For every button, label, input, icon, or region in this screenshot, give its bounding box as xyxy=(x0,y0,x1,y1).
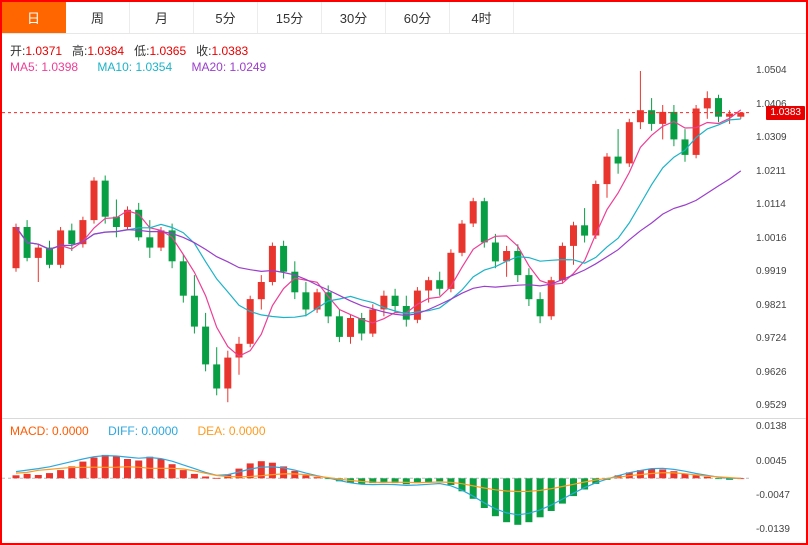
ma-readout: MA5: 1.0398 MA10: 1.0354 MA20: 1.0249 xyxy=(10,60,282,74)
price-axis-label: 1.0016 xyxy=(756,233,787,244)
macd-axis-label: -0.0139 xyxy=(756,524,790,535)
ma10-readout: MA10: 1.0354 xyxy=(97,60,172,74)
diff-value-readout: DIFF: 0.0000 xyxy=(108,424,178,438)
tab-5min[interactable]: 5分 xyxy=(194,2,258,33)
macd-axis-label: 0.0045 xyxy=(756,456,787,467)
timeframe-tabbar: 日 周 月 5分 15分 30分 60分 4时 xyxy=(2,2,806,34)
price-axis-label: 1.0406 xyxy=(756,99,787,110)
tab-4hour[interactable]: 4时 xyxy=(450,2,514,33)
ohlc-readout: 开:1.0371 高:1.0384 低:1.0365 收:1.0383 xyxy=(10,42,258,59)
ma10-value: 1.0354 xyxy=(135,60,173,74)
price-axis-label: 0.9724 xyxy=(756,333,787,344)
high-label: 高: xyxy=(72,44,88,58)
ma10-line xyxy=(15,118,741,319)
dea-line xyxy=(15,466,741,493)
tab-month[interactable]: 月 xyxy=(130,2,194,33)
open-value: 1.0371 xyxy=(25,44,63,58)
macd-value: 0.0000 xyxy=(52,424,89,438)
tab-30min[interactable]: 30分 xyxy=(322,2,386,33)
tab-week[interactable]: 周 xyxy=(66,2,130,33)
macd-axis: 0.0138 0.0045 -0.0047 -0.0139 xyxy=(752,419,806,543)
ma20-label: MA20: xyxy=(191,60,227,74)
diff-label: DIFF: xyxy=(108,424,139,438)
price-axis-label: 0.9626 xyxy=(756,367,787,378)
price-axis-label: 1.0114 xyxy=(756,199,786,210)
current-price-tag: 1.0383 xyxy=(766,106,805,120)
candlestick-chart-canvas[interactable] xyxy=(2,34,752,419)
candle-series xyxy=(12,71,745,403)
ma10-label: MA10: xyxy=(97,60,133,74)
low-value: 1.0365 xyxy=(149,44,187,58)
price-axis-label: 1.0211 xyxy=(756,166,786,177)
price-axis-label: 0.9529 xyxy=(756,400,787,411)
ma5-line xyxy=(15,109,742,357)
ma20-value: 1.0249 xyxy=(229,60,267,74)
price-axis: 1.0504 1.0406 1.0309 1.0211 1.0114 1.0016 0.99… xyxy=(752,34,806,418)
dea-value: 0.0000 xyxy=(228,424,266,438)
low-label: 低: xyxy=(134,44,150,58)
ma20-line xyxy=(15,170,742,317)
macd-panel: MACD: 0.0000 DIFF: 0.0000 DEA: 0.0000 0.… xyxy=(2,419,806,543)
diff-value: 0.0000 xyxy=(141,424,179,438)
diff-line xyxy=(15,454,741,516)
price-axis-label: 0.9919 xyxy=(756,266,787,277)
macd-chart-canvas[interactable] xyxy=(2,419,752,543)
tab-day[interactable]: 日 xyxy=(2,2,66,33)
ma5-label: MA5: xyxy=(10,60,39,74)
tab-60min[interactable]: 60分 xyxy=(386,2,450,33)
macd-axis-label: 0.0138 xyxy=(756,421,787,432)
open-label: 开: xyxy=(10,44,26,58)
price-axis-label: 0.9821 xyxy=(756,300,787,311)
high-value: 1.0384 xyxy=(87,44,125,58)
ma5-readout: MA5: 1.0398 xyxy=(10,60,78,74)
macd-label: MACD: xyxy=(10,424,49,438)
ma5-value: 1.0398 xyxy=(41,60,79,74)
ma20-readout: MA20: 1.0249 xyxy=(191,60,266,74)
macd-axis-label: -0.0047 xyxy=(756,490,790,501)
macd-value-readout: MACD: 0.0000 xyxy=(10,424,89,438)
dea-label: DEA: xyxy=(197,424,226,438)
tabbar-spacer xyxy=(514,2,806,33)
close-value: 1.0383 xyxy=(211,44,249,58)
macd-readout: MACD: 0.0000 DIFF: 0.0000 DEA: 0.0000 xyxy=(10,424,282,438)
dea-value-readout: DEA: 0.0000 xyxy=(197,424,265,438)
tab-15min[interactable]: 15分 xyxy=(258,2,322,33)
macd-histogram xyxy=(12,454,745,525)
main-chart-panel: 开:1.0371 高:1.0384 低:1.0365 收:1.0383 MA5: 1.… xyxy=(2,34,806,419)
price-axis-label: 1.0309 xyxy=(756,132,787,143)
price-axis-label: 1.0504 xyxy=(756,65,787,76)
close-label: 收: xyxy=(196,44,212,58)
